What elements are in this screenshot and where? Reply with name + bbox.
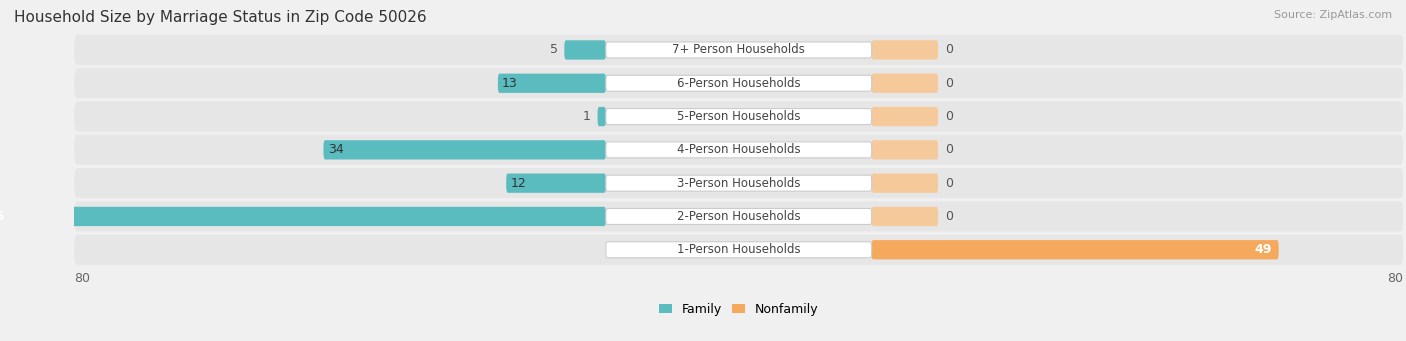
FancyBboxPatch shape: [498, 74, 606, 93]
Text: 4-Person Households: 4-Person Households: [676, 143, 800, 157]
Legend: Family, Nonfamily: Family, Nonfamily: [654, 298, 823, 321]
FancyBboxPatch shape: [75, 168, 1403, 198]
FancyBboxPatch shape: [606, 208, 872, 224]
Text: Source: ZipAtlas.com: Source: ZipAtlas.com: [1274, 10, 1392, 20]
FancyBboxPatch shape: [323, 140, 606, 160]
Text: 12: 12: [510, 177, 526, 190]
Text: 0: 0: [945, 177, 953, 190]
Text: 1-Person Households: 1-Person Households: [676, 243, 800, 256]
Text: 6-Person Households: 6-Person Households: [676, 77, 800, 90]
FancyBboxPatch shape: [606, 42, 872, 58]
FancyBboxPatch shape: [564, 40, 606, 60]
FancyBboxPatch shape: [75, 68, 1403, 98]
Text: 0: 0: [945, 143, 953, 157]
Text: 7+ Person Households: 7+ Person Households: [672, 43, 806, 57]
Text: 49: 49: [1254, 243, 1272, 256]
FancyBboxPatch shape: [606, 75, 872, 91]
FancyBboxPatch shape: [75, 102, 1403, 132]
Text: 0: 0: [945, 110, 953, 123]
FancyBboxPatch shape: [606, 242, 872, 258]
Text: 80: 80: [75, 272, 90, 285]
Text: 5: 5: [550, 43, 558, 57]
FancyBboxPatch shape: [872, 107, 938, 126]
FancyBboxPatch shape: [872, 207, 938, 226]
FancyBboxPatch shape: [872, 140, 938, 160]
FancyBboxPatch shape: [75, 235, 1403, 265]
Text: 0: 0: [945, 43, 953, 57]
FancyBboxPatch shape: [75, 135, 1403, 165]
Text: Household Size by Marriage Status in Zip Code 50026: Household Size by Marriage Status in Zip…: [14, 10, 426, 25]
FancyBboxPatch shape: [872, 240, 1278, 260]
Text: 3-Person Households: 3-Person Households: [678, 177, 800, 190]
FancyBboxPatch shape: [598, 107, 606, 126]
Text: 2-Person Households: 2-Person Households: [676, 210, 800, 223]
FancyBboxPatch shape: [872, 74, 938, 93]
FancyBboxPatch shape: [872, 40, 938, 60]
Text: 34: 34: [328, 143, 343, 157]
Text: 0: 0: [945, 210, 953, 223]
FancyBboxPatch shape: [75, 202, 1403, 232]
Text: 75: 75: [0, 210, 4, 223]
Text: 0: 0: [945, 77, 953, 90]
FancyBboxPatch shape: [75, 35, 1403, 65]
Text: 80: 80: [1388, 272, 1403, 285]
FancyBboxPatch shape: [872, 174, 938, 193]
Text: 1: 1: [583, 110, 591, 123]
FancyBboxPatch shape: [606, 108, 872, 124]
FancyBboxPatch shape: [0, 207, 606, 226]
FancyBboxPatch shape: [506, 174, 606, 193]
Text: 13: 13: [502, 77, 517, 90]
FancyBboxPatch shape: [606, 142, 872, 158]
FancyBboxPatch shape: [606, 175, 872, 191]
Text: 5-Person Households: 5-Person Households: [678, 110, 800, 123]
